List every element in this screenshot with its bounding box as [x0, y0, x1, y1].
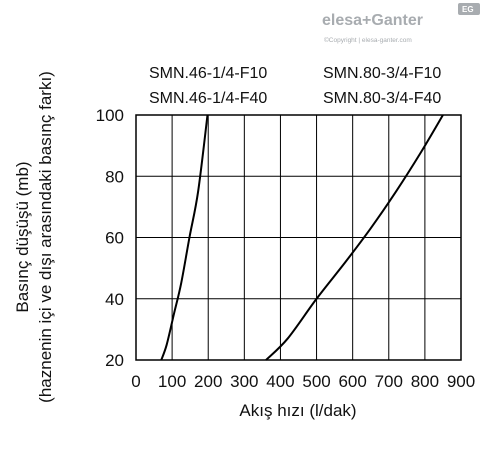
- y-tick-label: 60: [105, 229, 124, 248]
- series-lines: [160, 114, 444, 361]
- y-tick-label: 80: [105, 167, 124, 186]
- x-tick-label: 300: [230, 372, 258, 391]
- y-tick-label: 20: [105, 351, 124, 370]
- series-label-2b: SMN.80-3/4-F40: [323, 90, 441, 107]
- series-line-1: [160, 114, 209, 361]
- x-tick-label: 100: [158, 372, 186, 391]
- tick-labels: 0 100 200 300 400 500 600 700 800 900 20 40 60 80 100: [96, 106, 476, 391]
- series-label-1b: SMN.46-1/4-F40: [149, 90, 267, 107]
- copyright-text: ©Copyright | elesa-ganter.com: [324, 36, 412, 44]
- y-axis-title: Basınç düşüşü (mb) (haznenin içi ve dışı…: [13, 71, 55, 403]
- x-axis-title: Akış hızı (l/dak): [239, 401, 356, 420]
- brand-logo: elesa+Ganter EG ©Copyright | elesa-gante…: [322, 3, 480, 44]
- brand-badge: [458, 3, 480, 15]
- y-axis-title-line2: (haznenin içi ve dışı arasındaki basınç …: [36, 71, 55, 403]
- x-tick-label: 500: [302, 372, 330, 391]
- x-tick-label: 400: [266, 372, 294, 391]
- y-axis-title-line1: Basınç düşüşü (mb): [13, 161, 32, 312]
- series-label-1a: SMN.46-1/4-F10: [149, 65, 267, 82]
- series-label-2a: SMN.80-3/4-F10: [323, 65, 441, 82]
- x-tick-label: 600: [338, 372, 366, 391]
- x-tick-label: 900: [447, 372, 475, 391]
- x-tick-label: 200: [194, 372, 222, 391]
- x-tick-label: 0: [131, 372, 140, 391]
- series-line-2: [265, 114, 444, 361]
- brand-logo-text: elesa+Ganter: [322, 12, 423, 29]
- plot-frame: [135, 114, 462, 361]
- series-labels: SMN.46-1/4-F10 SMN.46-1/4-F40 SMN.80-3/4…: [149, 65, 441, 107]
- x-tick-label: 700: [375, 372, 403, 391]
- x-tick-label: 800: [411, 372, 439, 391]
- y-tick-label: 100: [96, 106, 124, 125]
- y-tick-label: 40: [105, 290, 124, 309]
- brand-badge-text: EG: [462, 5, 474, 14]
